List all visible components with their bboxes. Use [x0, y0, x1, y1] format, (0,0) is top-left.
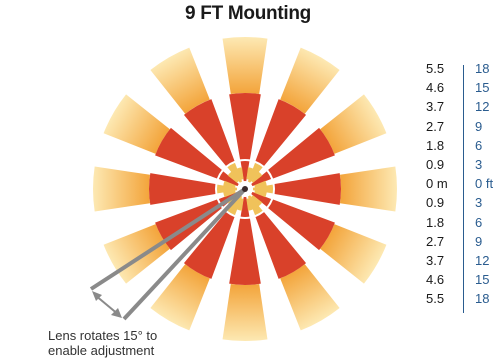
- scale-meters-label: 0 m: [426, 176, 448, 192]
- scale-feet-label: 9: [475, 118, 483, 134]
- note-line-2: enable adjustment: [48, 343, 155, 358]
- red-zone-ray: [229, 92, 261, 160]
- scale-meters-label: 4.6: [426, 80, 445, 96]
- inner-zone-segment: [218, 171, 239, 187]
- rotation-arrowhead-bottom: [111, 308, 122, 318]
- primary-detection-zones: [149, 92, 342, 286]
- scale-feet-label: 18: [475, 61, 490, 76]
- inner-zone-segment: [251, 171, 272, 187]
- red-zone-ray: [155, 127, 222, 179]
- inner-offset-segment: [251, 171, 263, 183]
- inner-zone-segment: [240, 161, 250, 182]
- inner-offset-segment: [254, 180, 267, 188]
- inner-offset-segment: [223, 180, 236, 188]
- sensor-center-dot: [242, 186, 248, 192]
- scale-feet-label: 0 ft: [475, 176, 494, 192]
- scale-meters-label: 3.7: [426, 253, 445, 268]
- lens-adjustment-indicator: [89, 187, 247, 321]
- inner-offset-segment: [246, 167, 254, 180]
- rotation-arrowhead-top: [92, 291, 102, 301]
- inner-detection-zones: [217, 161, 273, 217]
- inner-zone-segment: [227, 195, 243, 216]
- red-zone-ray: [255, 99, 307, 166]
- scale-feet-label: 12: [475, 99, 490, 115]
- outer-fade-ray: [222, 283, 268, 341]
- outer-fade-ray: [222, 37, 268, 95]
- outer-fade-ray: [93, 166, 151, 212]
- outer-fade-ray: [320, 224, 387, 284]
- outer-fade-ray: [339, 166, 397, 212]
- red-zone-ray: [268, 127, 335, 179]
- inner-zone-segment: [227, 162, 243, 183]
- scale-meters-label: 5.5: [426, 291, 445, 307]
- inner-zone-segment: [247, 195, 263, 216]
- inner-offset-segment: [236, 198, 244, 211]
- outer-fade-ray: [320, 94, 387, 154]
- outer-fade-ray: [150, 47, 210, 114]
- scale-meters-label: 2.7: [426, 118, 445, 134]
- outer-fade-zones: [93, 37, 397, 341]
- outer-fade-ray: [150, 264, 210, 331]
- scale-meters-label: 1.8: [426, 137, 445, 153]
- inner-zone-segment: [252, 184, 273, 194]
- scale-meters-label: 4.6: [426, 272, 445, 288]
- scale-meters-label: 3.7: [426, 99, 445, 115]
- pointer-line-left: [89, 187, 247, 291]
- scale-feet-label: 18: [475, 291, 490, 307]
- inner-zone-segment: [251, 191, 272, 207]
- red-zone-ray: [183, 99, 235, 166]
- outer-fade-ray: [103, 94, 170, 154]
- scale-feet-label: 3: [475, 195, 483, 211]
- red-zone-ray: [268, 199, 335, 251]
- scale-feet-label: 3: [475, 157, 483, 172]
- inner-zone-segment: [240, 196, 250, 217]
- lens-rotation-note: Lens rotates 15° to enable adjustment: [48, 328, 188, 358]
- scale-feet-label: 12: [475, 253, 490, 268]
- scale-feet-label: 15: [475, 272, 490, 288]
- red-zone-ray: [255, 212, 307, 279]
- red-zone-ray: [229, 218, 261, 286]
- inner-offset-segment: [236, 167, 244, 180]
- outer-fade-ray: [280, 47, 340, 114]
- pointer-line-right: [122, 187, 247, 321]
- red-zone-ray: [183, 212, 235, 279]
- coverage-pattern-diagram: [89, 37, 397, 341]
- inner-offset-segment: [223, 190, 236, 198]
- inner-zone-segment: [247, 162, 263, 183]
- scale-meters-label: 0.9: [426, 157, 445, 172]
- outer-fade-ray: [280, 264, 340, 331]
- note-line-1: Lens rotates 15° to: [48, 328, 158, 343]
- red-zone-ray: [149, 173, 216, 205]
- scale-meters-label: 2.7: [426, 233, 445, 249]
- scale-feet-label: 6: [475, 214, 483, 230]
- diagram-title: 9 FT Mounting: [185, 3, 311, 24]
- inner-offset-segment: [251, 195, 263, 207]
- inner-zone-segment: [217, 184, 238, 194]
- inner-offset-segment: [254, 190, 267, 198]
- scale-feet-label: 15: [475, 80, 490, 96]
- scale-feet-label: 9: [475, 233, 483, 249]
- scale-divider-line: [463, 65, 464, 313]
- scale-feet-label: 6: [475, 137, 483, 153]
- scale-meters-label: 5.5: [426, 61, 445, 76]
- inner-offset-segment: [227, 171, 239, 183]
- scale-meters-label: 1.8: [426, 214, 445, 230]
- inner-offset-segment: [246, 198, 254, 211]
- scale-meters-label: 0.9: [426, 195, 445, 211]
- red-zone-ray: [274, 173, 342, 205]
